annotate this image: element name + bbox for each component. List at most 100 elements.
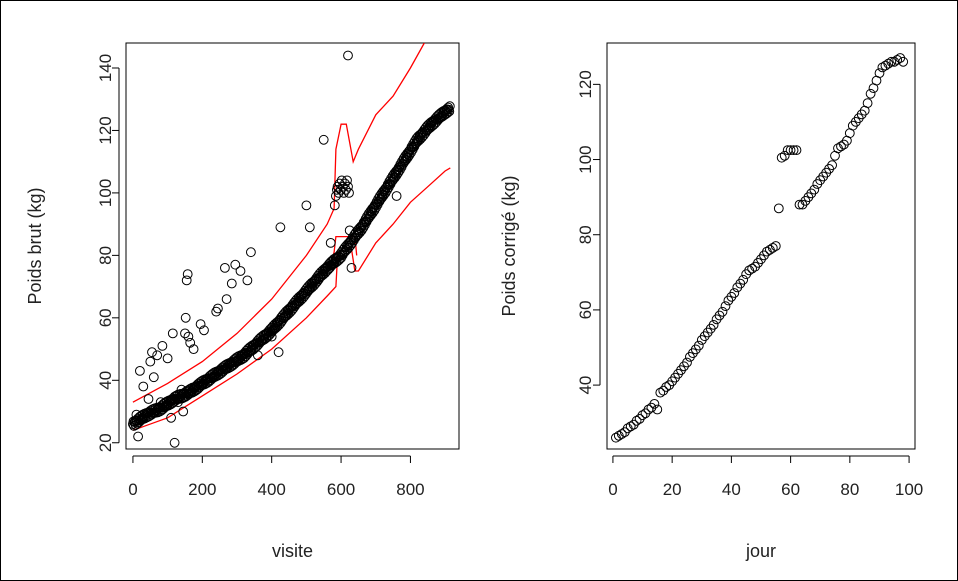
left-y-tick-label-2: 60 bbox=[96, 308, 115, 327]
right-point-85 bbox=[862, 98, 873, 108]
right-point-7 bbox=[631, 415, 642, 426]
left-outlier-point-25 bbox=[195, 319, 206, 330]
right-point-13 bbox=[649, 399, 660, 409]
left-outlier-point-41 bbox=[304, 222, 315, 233]
left-outlier-point-37 bbox=[266, 331, 277, 342]
left-cluster-point-11 bbox=[341, 184, 351, 195]
right-point-46 bbox=[747, 263, 757, 274]
left-x-tick-label-4: 800 bbox=[396, 480, 424, 499]
left-outlier-point-16 bbox=[176, 384, 187, 395]
right-point-53 bbox=[767, 243, 778, 253]
left-outlier-point-46 bbox=[344, 225, 355, 236]
right-point-62 bbox=[794, 199, 805, 210]
left-cluster-point-7 bbox=[336, 175, 347, 186]
right-point-56 bbox=[776, 152, 787, 163]
left-outlier-point-44 bbox=[327, 256, 338, 267]
right-y-tick-label-4: 120 bbox=[576, 70, 595, 98]
right-y-tick-label-0: 40 bbox=[576, 376, 595, 395]
right-point-89 bbox=[874, 68, 885, 78]
left-trend-point-323 bbox=[307, 282, 318, 293]
left-outlier-point-39 bbox=[275, 222, 286, 233]
left-outlier-point-10 bbox=[157, 341, 168, 351]
right-point-30 bbox=[699, 331, 710, 342]
left-y-tick-label-1: 40 bbox=[96, 371, 115, 390]
right-point-15 bbox=[655, 387, 666, 398]
left-trend-point-438 bbox=[371, 202, 381, 213]
left-trend-point-303 bbox=[296, 295, 307, 305]
right-point-8 bbox=[634, 414, 645, 424]
right-point-38 bbox=[723, 295, 734, 306]
left-outlier-point-28 bbox=[213, 303, 223, 314]
right-point-36 bbox=[717, 306, 728, 317]
left-outlier-point-45 bbox=[343, 50, 353, 61]
left-y-tick-label-6: 140 bbox=[96, 54, 115, 82]
left-outlier-point-21 bbox=[182, 269, 193, 280]
left-cluster-point-10 bbox=[340, 178, 350, 189]
right-point-33 bbox=[708, 320, 719, 330]
right-point-17 bbox=[661, 382, 672, 392]
left-outlier-point-27 bbox=[211, 306, 222, 317]
left-outlier-point-48 bbox=[391, 191, 402, 201]
left-outlier-point-12 bbox=[166, 412, 177, 423]
left-outlier-point-36 bbox=[252, 350, 263, 361]
left-y-tick-label-3: 80 bbox=[96, 246, 115, 265]
right-point-69 bbox=[815, 175, 826, 186]
left-trend-point-346 bbox=[320, 268, 330, 279]
right-point-54 bbox=[770, 241, 781, 251]
left-x-tick-label-0: 0 bbox=[128, 480, 137, 499]
left-trend-point-518 bbox=[415, 134, 426, 145]
right-point-86 bbox=[865, 88, 876, 99]
right-point-72 bbox=[824, 164, 834, 174]
left-outlier-point-7 bbox=[148, 372, 159, 383]
left-cluster-point-12 bbox=[342, 175, 352, 186]
right-point-95 bbox=[892, 55, 903, 65]
right-y-axis-title: Poids corrigé (kg) bbox=[499, 175, 519, 316]
right-point-93 bbox=[886, 56, 897, 67]
left-trend-point-240 bbox=[261, 333, 272, 344]
right-y-tick-label-3: 100 bbox=[576, 145, 595, 173]
right-point-24 bbox=[682, 357, 692, 368]
right-point-21 bbox=[673, 368, 683, 379]
left-x-tick-label-2: 400 bbox=[258, 480, 286, 499]
left-y-tick-label-5: 120 bbox=[96, 116, 115, 144]
right-x-tick-label-1: 20 bbox=[663, 480, 682, 499]
left-cluster-point-14 bbox=[344, 188, 354, 198]
left-trend-point-300 bbox=[294, 296, 305, 307]
left-trend-point-481 bbox=[395, 165, 405, 175]
left-trend-point-260 bbox=[272, 321, 283, 332]
right-point-0 bbox=[611, 432, 621, 443]
left-trend-point-257 bbox=[270, 323, 281, 334]
left-outlier-point-13 bbox=[167, 328, 178, 339]
left-outlier-point-23 bbox=[185, 337, 196, 348]
right-point-90 bbox=[877, 62, 888, 73]
right-point-28 bbox=[693, 340, 704, 351]
left-y-tick-label-4: 100 bbox=[96, 179, 115, 207]
left-trend-point-343 bbox=[318, 269, 329, 280]
left-trend-point-515 bbox=[413, 135, 424, 146]
left-outlier-point-47 bbox=[346, 263, 357, 273]
right-point-2 bbox=[616, 429, 627, 439]
left-x-tick-label-3: 600 bbox=[327, 480, 355, 499]
right-point-9 bbox=[637, 410, 648, 421]
right-x-tick-label-3: 60 bbox=[781, 480, 800, 499]
left-trend-point-570 bbox=[444, 106, 455, 117]
right-point-48 bbox=[753, 258, 763, 268]
right-point-51 bbox=[762, 246, 772, 257]
left-outlier-point-30 bbox=[221, 294, 232, 305]
right-point-45 bbox=[744, 265, 755, 276]
left-outlier-point-17 bbox=[178, 406, 189, 417]
right-point-73 bbox=[827, 160, 837, 171]
right-point-12 bbox=[646, 402, 657, 413]
left-trend-point-571 bbox=[444, 101, 455, 112]
left-outlier-point-4 bbox=[143, 394, 154, 404]
left-trend-point-369 bbox=[332, 256, 343, 267]
right-point-60 bbox=[788, 145, 799, 156]
left-outlier-point-5 bbox=[145, 356, 156, 367]
right-point-37 bbox=[720, 301, 731, 312]
right-point-5 bbox=[625, 421, 636, 432]
left-outlier-point-15 bbox=[173, 397, 183, 408]
left-outlier-point-35 bbox=[246, 247, 256, 258]
left-outlier-point-1 bbox=[133, 431, 144, 442]
